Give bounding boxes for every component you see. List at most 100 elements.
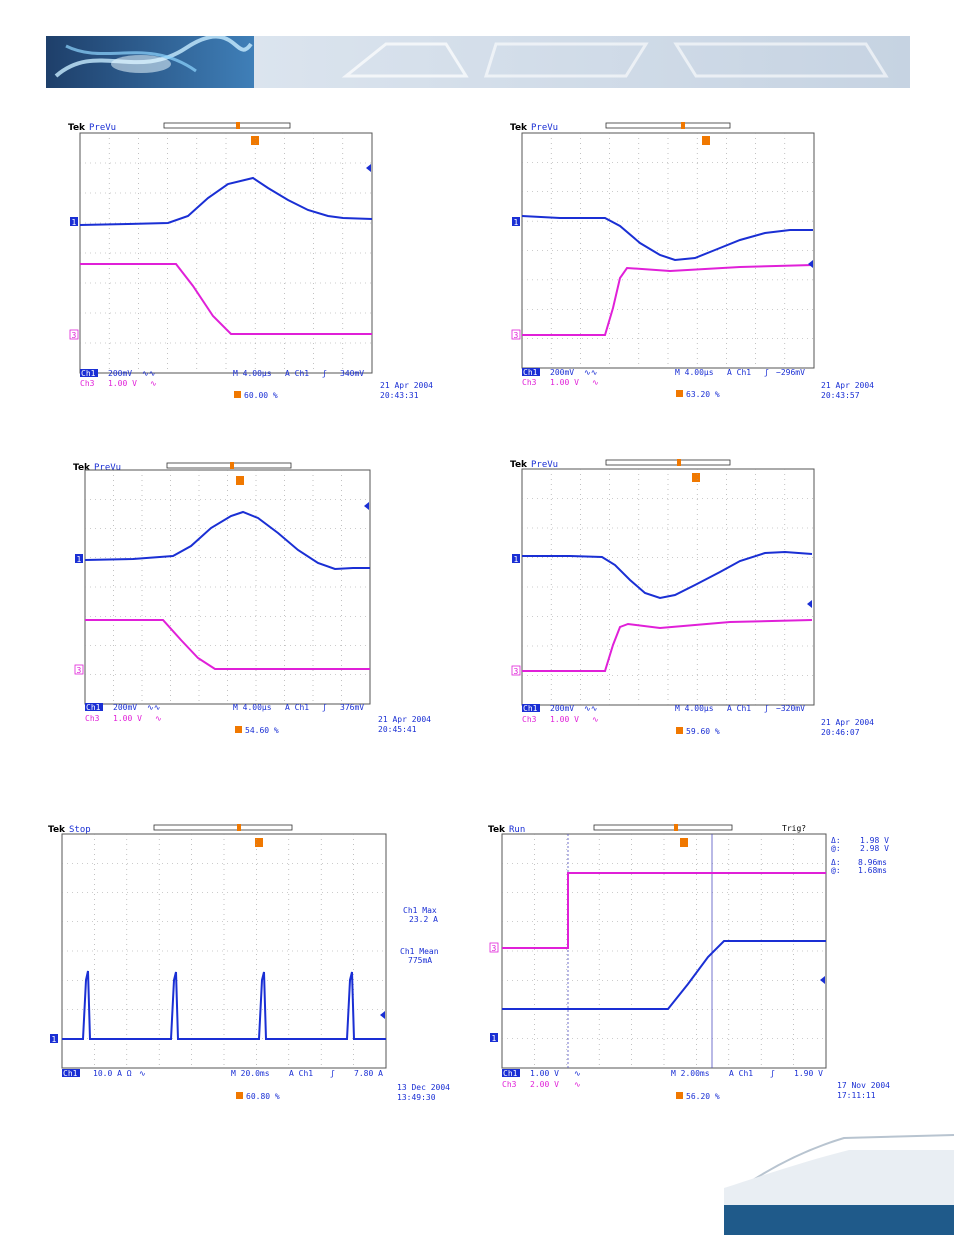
ch1-badge xyxy=(80,369,98,377)
ch3-label: Ch3 xyxy=(522,378,537,387)
cursor-delta-t: 8.96ms xyxy=(858,858,887,867)
trigger-position: 60.80 % xyxy=(246,1092,280,1101)
ch3-scale: 1.00 V xyxy=(108,379,137,388)
footer-swoosh-icon xyxy=(723,1134,954,1235)
trigger-slope-icon: ʃ xyxy=(770,1069,775,1078)
ch1-coupling-icon: ∿∿ xyxy=(584,704,597,713)
mode-label: PreVu xyxy=(94,463,121,473)
timebase: M 4.00µs xyxy=(233,369,272,378)
brand-label: Tek xyxy=(488,825,506,835)
ch1-marker-label: 1 xyxy=(52,1035,57,1044)
ch1-scale: 200mV xyxy=(550,704,574,713)
brand-label: Tek xyxy=(48,825,66,835)
timebase: M 4.00µs xyxy=(233,703,272,712)
ch1-label: Ch1 xyxy=(86,703,101,712)
ch3-ground-marker xyxy=(69,329,79,340)
capture-date: 21 Apr 2004 xyxy=(821,381,874,390)
ch3-scale: 2.00 V xyxy=(530,1080,559,1089)
record-bar xyxy=(163,122,291,129)
trigger-position-icon xyxy=(255,838,263,847)
ch1-badge xyxy=(85,703,103,711)
ch3-coupling-icon: ∿ xyxy=(592,715,599,724)
scope-screen-5: Tek Stop Ch1 Max 23.2 A Ch1 Mean 775mA 1… xyxy=(48,824,450,1102)
ch1-badge xyxy=(522,704,540,712)
measurement-2-value: 775mA xyxy=(408,956,432,965)
ch1-waveform xyxy=(84,510,370,571)
cursor-abs-v: 2.98 V xyxy=(860,844,889,853)
ch1-coupling-icon: ∿ xyxy=(139,1069,146,1078)
trigger-position: 54.60 % xyxy=(245,726,279,735)
trigger-pos-icon xyxy=(234,391,241,398)
brand-label: Tek xyxy=(510,460,528,470)
ch1-badge xyxy=(522,368,540,376)
capture-date: 21 Apr 2004 xyxy=(378,715,431,724)
ch1-scale: 200mV xyxy=(113,703,137,712)
scope-capture-6: Tek Run Trig? Δ: 1.98 V @: 2.98 V Δ: 8.9… xyxy=(488,820,908,1110)
trigger-level: 376mV xyxy=(340,703,364,712)
view-marker-icon xyxy=(681,122,685,129)
ch1-ground-marker xyxy=(490,1033,498,1042)
trigger-level-icon xyxy=(820,976,825,984)
timebase: M 2.00ms xyxy=(671,1069,710,1078)
mode-label: Stop xyxy=(69,825,91,835)
brand-label: Tek xyxy=(68,123,86,133)
ch1-marker-label: 1 xyxy=(514,218,519,227)
ch3-scale: 1.00 V xyxy=(550,378,579,387)
ch3-marker-label: 3 xyxy=(492,944,497,953)
ch3-label: Ch3 xyxy=(522,715,537,724)
scope-screen-3: Tek PreVu 1 3 Ch1 200mV ∿∿ Ch3 1.00 V ∿ … xyxy=(73,462,431,735)
ch1-label: Ch1 xyxy=(503,1069,518,1078)
trigger-position: 56.20 % xyxy=(686,1092,720,1101)
ch1-scale: 200mV xyxy=(108,369,132,378)
ch3-label: Ch3 xyxy=(80,379,95,388)
ch1-marker-label: 1 xyxy=(492,1034,497,1043)
scope-capture-4: Tek PreVu 1 3 Ch1 200mV ∿∿ Ch3 1.00 V ∿ … xyxy=(510,455,890,745)
trigger-level: 1.90 V xyxy=(794,1069,823,1078)
scope-capture-2: Tek PreVu 1 3 Ch1 200mV ∿∿ Ch3 1.00 V ∿ … xyxy=(510,118,890,408)
trigger-pos-icon xyxy=(676,390,683,397)
trigger-pos-icon xyxy=(676,727,683,734)
capture-time: 13:49:30 xyxy=(397,1093,436,1102)
ch1-waveform xyxy=(521,215,813,262)
ch1-coupling-icon: ∿∿ xyxy=(584,368,597,377)
ch1-badge xyxy=(502,1069,520,1077)
trigger-level-icon xyxy=(366,164,371,172)
trigger-slope-icon: ʃ xyxy=(322,369,327,378)
ch3-ground-marker xyxy=(511,329,521,340)
ch3-coupling-icon: ∿ xyxy=(150,379,157,388)
scope-screen-4: Tek PreVu 1 3 Ch1 200mV ∿∿ Ch3 1.00 V ∿ … xyxy=(510,459,874,737)
cursor-delta-t-label: Δ: xyxy=(831,858,841,867)
capture-time: 17:11:11 xyxy=(837,1091,876,1100)
trigger-level-icon xyxy=(807,600,812,608)
ch1-marker-label: 1 xyxy=(72,218,77,227)
ch1-waveform xyxy=(502,940,826,1010)
graticule xyxy=(521,132,815,369)
ch3-scale: 1.00 V xyxy=(113,714,142,723)
trigger-level-icon xyxy=(364,502,369,510)
ch3-waveform xyxy=(522,619,813,672)
trigger-position-icon xyxy=(251,136,259,145)
mode-label: Run xyxy=(509,825,525,835)
trigger-source: A Ch1 xyxy=(727,368,751,377)
ch3-marker-label: 3 xyxy=(514,331,519,340)
header-banner xyxy=(46,34,910,88)
trigger-slope-icon: ʃ xyxy=(764,368,769,377)
ch3-label: Ch3 xyxy=(85,714,100,723)
trigger-source: A Ch1 xyxy=(289,1069,313,1078)
trigger-position-icon xyxy=(236,476,244,485)
trigger-pos-icon xyxy=(236,1092,243,1099)
trigger-level: 340mV xyxy=(340,369,364,378)
trigger-slope-icon: ʃ xyxy=(764,704,769,713)
trigger-position: 59.60 % xyxy=(686,727,720,736)
record-bar xyxy=(166,462,292,469)
ch1-label: Ch1 xyxy=(523,368,538,377)
ch3-ground-marker xyxy=(511,665,521,676)
ch1-label: Ch1 xyxy=(63,1069,78,1078)
measurement-2-title: Ch1 Mean xyxy=(400,947,439,956)
trigger-level-icon xyxy=(808,260,813,268)
ch1-label: Ch1 xyxy=(81,369,96,378)
measurement-1-value: 23.2 A xyxy=(409,915,438,924)
view-marker-icon xyxy=(677,459,681,466)
capture-time: 20:45:41 xyxy=(378,725,417,734)
footer-logo xyxy=(723,1130,954,1235)
